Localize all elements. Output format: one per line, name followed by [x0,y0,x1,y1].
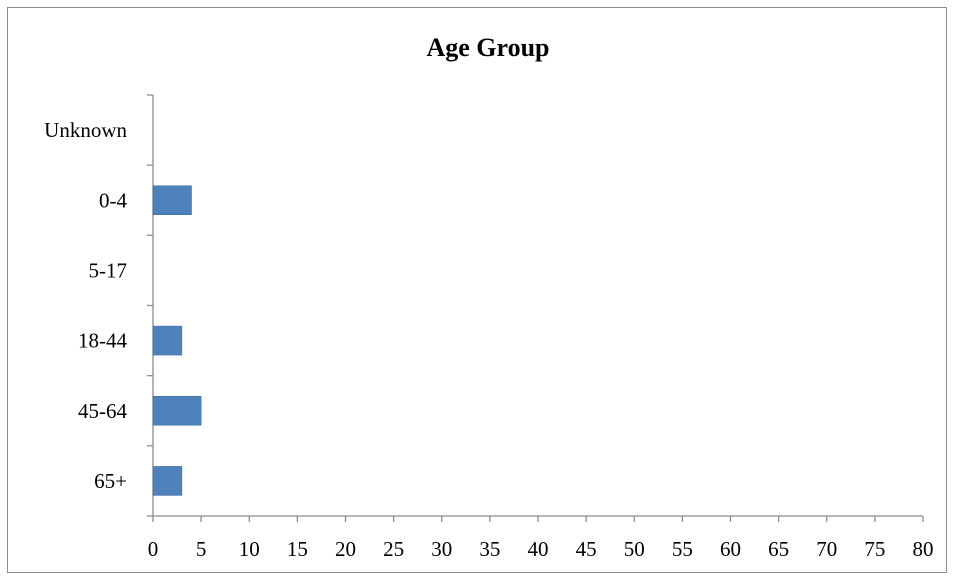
y-tick-label: 18-44 [78,329,127,353]
x-tick-label: 65 [768,537,789,561]
x-tick-label: 0 [148,537,159,561]
y-tick-label: 65+ [94,469,127,493]
x-tick-label: 70 [816,537,837,561]
x-tick-label: 55 [672,537,693,561]
x-tick-label: 15 [287,537,308,561]
x-tick-label: 80 [913,537,934,561]
bar-18-44 [152,325,183,356]
bars [152,185,202,496]
x-axis: 0 5 10 15 20 25 30 35 40 45 50 55 60 65 70 75 80 [148,515,934,561]
x-tick-label: 20 [335,537,356,561]
x-tick-label: 75 [864,537,885,561]
x-tick-label: 30 [431,537,452,561]
bar-65- [152,466,183,496]
x-tick-label: 5 [196,537,207,561]
x-tick-label: 40 [528,537,549,561]
x-tick-label: 50 [624,537,645,561]
y-tick-label: 45-64 [78,399,127,423]
y-tick-label: Unknown [44,118,127,142]
chart-title: Age Group [426,33,549,62]
y-tick-label: 0-4 [99,188,127,212]
x-tick-label: 45 [576,537,597,561]
y-axis: Unknown 0-4 5-17 18-44 45-64 65+ [44,94,154,517]
x-tick-label: 25 [383,537,404,561]
x-tick-label: 35 [479,537,500,561]
bar-45-64 [152,396,202,426]
bar-0-4 [152,185,192,215]
x-tick-label: 60 [720,537,741,561]
y-tick-label: 5-17 [89,258,128,282]
x-tick-label: 10 [239,537,260,561]
